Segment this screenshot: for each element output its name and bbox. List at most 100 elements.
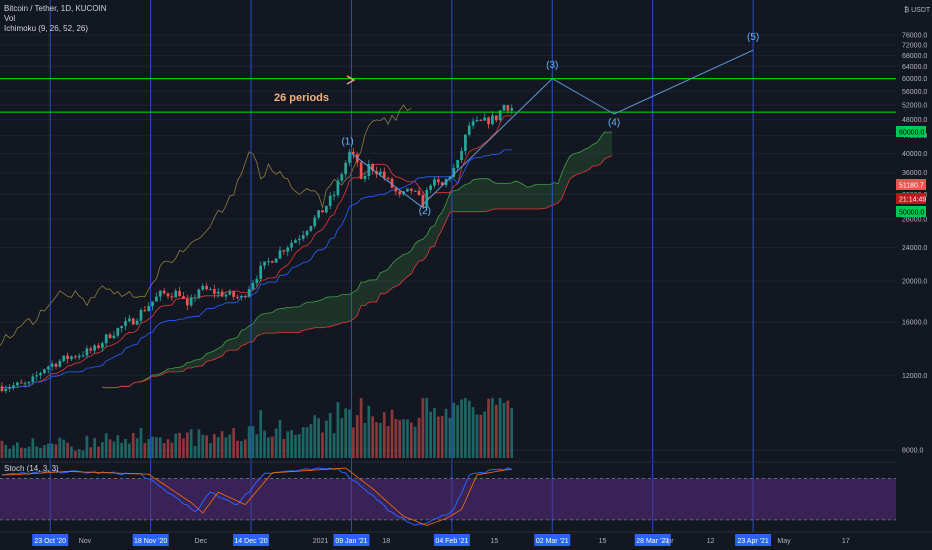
- volume-bar: [332, 433, 336, 458]
- volume-bar: [294, 434, 297, 458]
- candle-body: [54, 363, 58, 367]
- cloud-segment: [569, 153, 574, 180]
- cloud-segment: [500, 183, 504, 209]
- time-tick-label: Apr: [663, 538, 675, 545]
- candle-body: [475, 119, 479, 122]
- candle-body: [417, 190, 421, 196]
- candle-body: [479, 119, 483, 121]
- cloud-segment: [334, 296, 338, 326]
- time-tick-label: Nov: [79, 538, 92, 545]
- cloud-segment: [214, 348, 219, 360]
- cloud-segment: [187, 362, 192, 368]
- volume-bar: [274, 428, 278, 458]
- ichimoku-label[interactable]: Ichimoku (9, 26, 52, 26): [4, 24, 89, 33]
- volume-bar: [355, 415, 359, 458]
- volume-bar: [425, 398, 429, 458]
- candle-body: [23, 383, 27, 385]
- ichimoku-cloud: [102, 131, 613, 389]
- cloud-segment: [280, 308, 284, 333]
- volume-bar: [367, 405, 371, 458]
- candle-body: [390, 178, 394, 188]
- volume-bar: [224, 437, 228, 458]
- candle-body: [43, 369, 46, 374]
- time-tick-label: 2021: [313, 538, 329, 545]
- cloud-segment: [596, 137, 601, 167]
- ichimoku-lines: [0, 104, 512, 389]
- time-tick-label: 28 Mar '21: [636, 538, 669, 545]
- cloud-segment: [384, 269, 389, 294]
- volume-bar: [12, 445, 15, 458]
- volume-bar: [363, 422, 367, 458]
- price-axis-bg: [896, 0, 932, 532]
- cloud-segment: [519, 182, 524, 209]
- candle-body: [108, 334, 112, 339]
- volume-bar: [309, 424, 313, 458]
- cloud-segment: [461, 184, 466, 212]
- candle-body: [31, 376, 35, 382]
- candle-body: [97, 345, 100, 348]
- cloud-segment: [581, 149, 586, 174]
- cloud-segment: [179, 365, 184, 372]
- candle-body: [19, 382, 23, 384]
- cloud-segment: [523, 184, 528, 209]
- volume-bar: [243, 439, 247, 458]
- volume-bar: [182, 438, 185, 458]
- candle-body: [205, 285, 208, 290]
- candle-body: [456, 160, 460, 168]
- volume-bar: [27, 446, 31, 458]
- stoch-title[interactable]: Stoch (14, 3, 3): [4, 464, 59, 473]
- candle-body: [147, 306, 151, 312]
- volume-bar: [50, 443, 54, 458]
- cloud-segment: [534, 184, 539, 209]
- time-tick-label: 04 Feb '21: [435, 538, 468, 545]
- stoch-pane: 40.0080.00: [0, 461, 932, 526]
- cloud-segment: [488, 178, 493, 211]
- candle-body: [467, 125, 471, 135]
- candle-body: [421, 195, 425, 208]
- candle-body: [151, 301, 154, 307]
- volume-bar: [390, 409, 394, 458]
- candle-body: [309, 226, 313, 231]
- candle-body: [429, 185, 432, 190]
- volume-bar: [170, 442, 174, 458]
- volume-bar: [328, 413, 332, 458]
- symbol-title[interactable]: Bitcoin / Tether, 1D, KUCOIN: [4, 4, 107, 13]
- time-tick-label: 18: [382, 538, 390, 545]
- volume-bar: [240, 441, 243, 458]
- candle-body: [394, 187, 398, 192]
- time-tick-label: 09 Jan '21: [335, 538, 367, 545]
- time-tick-label: 15: [599, 538, 607, 545]
- candle-body: [324, 205, 328, 213]
- price-tick-label: 8000.0: [902, 448, 924, 455]
- cloud-segment: [531, 184, 535, 209]
- vol-label[interactable]: Vol: [4, 14, 16, 23]
- cloud-segment: [276, 308, 280, 334]
- volume-bar: [189, 429, 193, 458]
- cloud-segment: [268, 312, 273, 334]
- cloud-segment: [252, 318, 257, 342]
- cloud-segment: [592, 142, 597, 167]
- volume-bar: [263, 430, 266, 458]
- cloud-segment: [264, 313, 269, 334]
- volume-bar: [359, 398, 363, 458]
- candle-body: [4, 388, 8, 392]
- candle-body: [193, 297, 197, 299]
- chart-legend: Bitcoin / Tether, 1D, KUCOIN Vol Ichimok…: [4, 4, 107, 34]
- candle-body: [336, 180, 340, 196]
- time-label-highlight: [634, 534, 671, 546]
- volume-bar: [498, 398, 502, 458]
- candle-body: [8, 387, 12, 389]
- cloud-segment: [191, 359, 196, 368]
- candle-body: [66, 355, 69, 360]
- volume-bar: [120, 442, 124, 458]
- lagging-span: [0, 104, 412, 347]
- volume-bar: [70, 446, 73, 458]
- cloud-segment: [561, 163, 566, 199]
- candle-body: [220, 291, 224, 297]
- cloud-segment: [368, 280, 373, 303]
- cloud-segment: [283, 307, 288, 333]
- volume-bar: [413, 426, 417, 458]
- volume-bars: [0, 398, 514, 458]
- volume-bar: [440, 416, 444, 458]
